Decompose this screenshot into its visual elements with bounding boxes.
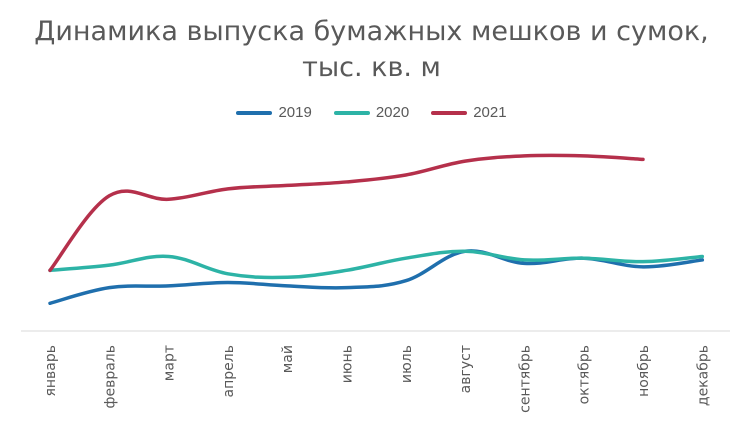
chart-title: Динамика выпуска бумажных мешков и сумок… <box>34 16 709 47</box>
legend-swatch-2019 <box>236 110 273 115</box>
legend-entry-2021: 2021 <box>431 104 507 121</box>
legend: 2019 2020 2021 <box>0 104 743 121</box>
x-tick-label: май <box>280 345 296 373</box>
x-tick-label: февраль <box>102 345 118 409</box>
legend-entry-2020: 2020 <box>333 104 410 121</box>
x-tick-label: август <box>458 345 474 393</box>
x-tick-label: июль <box>399 345 415 383</box>
legend-swatch-2020 <box>333 110 370 115</box>
x-tick-label: декабрь <box>695 345 711 406</box>
chart-title-unit: тыс. кв. м <box>302 52 441 83</box>
x-tick-label: апрель <box>221 345 237 397</box>
legend-entry-2019: 2019 <box>236 104 312 121</box>
x-tick-label: октябрь <box>577 345 593 404</box>
series-layer <box>48 153 705 306</box>
x-tick-label: июнь <box>340 345 356 383</box>
x-tick-label: январь <box>43 345 59 397</box>
legend-swatch-2021 <box>431 110 468 115</box>
legend-label-2021: 2021 <box>473 104 507 121</box>
x-tick-label: ноябрь <box>636 345 652 397</box>
x-tick-labels: январь февраль март апрель май июнь июль август… <box>43 345 711 413</box>
x-tick-label: сентябрь <box>517 345 533 413</box>
legend-label-2019: 2019 <box>278 104 312 121</box>
series-line-2020 <box>48 249 705 280</box>
series-line-2021 <box>48 153 645 273</box>
legend-label-2020: 2020 <box>375 104 410 121</box>
x-tick-label: март <box>162 345 178 381</box>
